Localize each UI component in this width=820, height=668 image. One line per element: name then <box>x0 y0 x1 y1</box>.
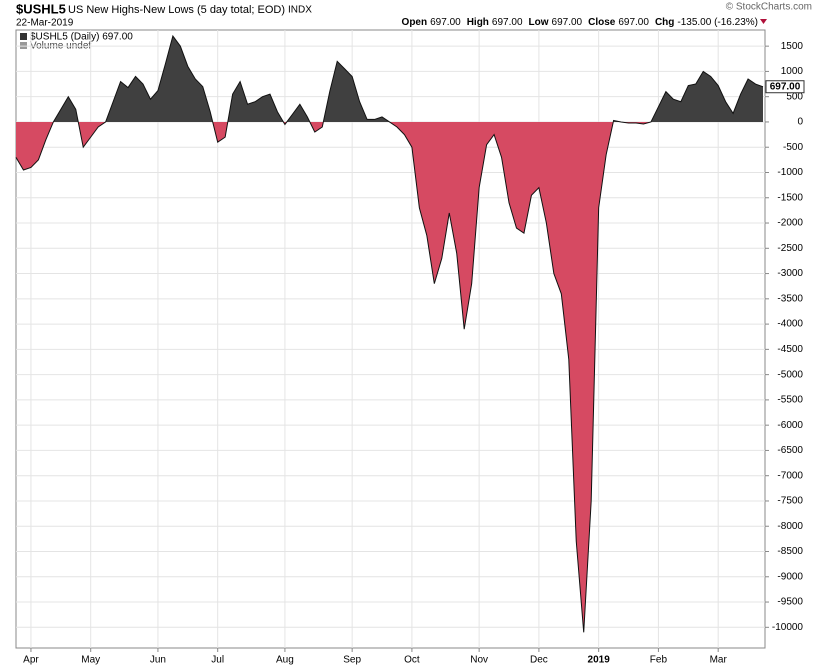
legend-icon <box>20 42 27 49</box>
x-tick-label: Nov <box>470 655 488 666</box>
quote-label: High <box>467 17 489 28</box>
y-tick-label: 1500 <box>781 41 804 52</box>
x-tick-label: Feb <box>650 655 668 666</box>
quote-label: Low <box>529 17 549 28</box>
date: 22-Mar-2019 <box>16 18 74 29</box>
y-tick-label: -7000 <box>777 470 803 481</box>
y-tick-label: -5000 <box>777 369 803 380</box>
chart-title: US New Highs-New Lows (5 day total; EOD) <box>68 4 285 16</box>
x-tick-label: May <box>81 655 100 666</box>
y-tick-label: -4000 <box>777 319 803 330</box>
exchange: INDX <box>288 5 312 16</box>
quote: Open 697.00 High 697.00 Low 697.00 Close 697.00… <box>402 17 758 28</box>
x-tick-label: Oct <box>404 655 420 666</box>
y-tick-label: -3500 <box>777 293 803 304</box>
area <box>16 36 763 633</box>
quote-label: Open <box>402 17 428 28</box>
y-tick-label: -1000 <box>777 167 803 178</box>
y-tick-label: 0 <box>797 117 803 128</box>
y-tick-label: -5500 <box>777 395 803 406</box>
quote-label: Close <box>588 17 616 28</box>
line <box>15 34 764 633</box>
plot-frame <box>15 29 766 649</box>
quote-value: -135.00 (-16.23%) <box>677 17 758 28</box>
legend-icon <box>20 33 27 40</box>
symbol: $USHL5 <box>16 1 66 16</box>
y-tick-label: -6000 <box>777 420 803 431</box>
y-tick-label: -9500 <box>777 597 803 608</box>
x-tick-label: Sep <box>343 655 361 666</box>
x-tick-label: Jun <box>150 655 166 666</box>
x-tick-label: Jul <box>211 655 224 666</box>
y-tick-label: -4500 <box>777 344 803 355</box>
quote-value: 697.00 <box>552 17 583 28</box>
quote-value: 697.00 <box>430 17 461 28</box>
change-arrow <box>760 19 767 24</box>
legend-entry: $USHL5 (Daily) 697.00 <box>30 32 133 43</box>
y-tick-label: -2000 <box>777 218 803 229</box>
quote-label: Chg <box>655 17 674 28</box>
y-tick-label: -10000 <box>772 622 804 633</box>
y-tick-label: 1000 <box>781 66 804 77</box>
y-tick-label: -2500 <box>777 243 803 254</box>
credit: © StockCharts.com <box>726 2 812 13</box>
y-tick-label: -1500 <box>777 192 803 203</box>
x-tick-label: 2019 <box>588 655 611 666</box>
y-tick-label: -9000 <box>777 571 803 582</box>
y-tick-label: -6500 <box>777 445 803 456</box>
last-value-box <box>765 80 805 94</box>
y-tick-label: -500 <box>783 142 803 153</box>
x-tick-label: Dec <box>530 655 548 666</box>
x-tick-label: Aug <box>276 655 294 666</box>
x-tick-label: Mar <box>710 655 728 666</box>
y-tick-label: 500 <box>786 91 803 102</box>
y-tick-label: -8000 <box>777 521 803 532</box>
quote-value: 697.00 <box>618 17 649 28</box>
y-tick-label: -8500 <box>777 546 803 557</box>
y-tick-label: -7500 <box>777 496 803 507</box>
last-value-label: 697.00 <box>770 81 801 92</box>
y-tick-label: -3000 <box>777 268 803 279</box>
quote-value: 697.00 <box>492 17 523 28</box>
x-tick-label: Apr <box>23 655 39 666</box>
